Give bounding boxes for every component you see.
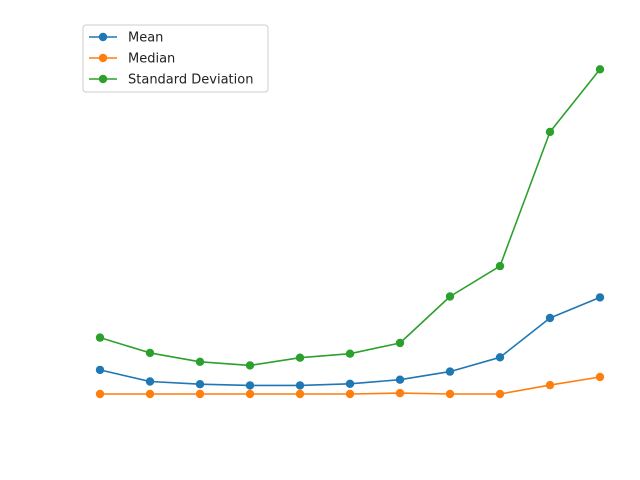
data-point-standard-deviation-3 [245,361,255,370]
series-line-standard-deviation [99,68,601,367]
series-layer [95,65,605,399]
data-point-mean-8 [495,353,505,362]
legend-swatch-marker [98,32,108,42]
data-point-median-9 [545,380,555,390]
legend-swatch-marker [98,53,108,63]
data-point-median-6 [395,388,405,398]
data-point-standard-deviation-8 [495,261,505,271]
data-point-mean-7 [445,367,455,376]
data-point-mean-3 [245,381,255,390]
data-point-median-8 [495,389,505,399]
legend: Mean Median Standard Deviation [82,24,269,93]
data-point-median-1 [145,389,155,399]
legend-label: Median [128,52,175,67]
data-point-standard-deviation-10 [595,65,605,74]
data-point-median-10 [595,372,605,382]
series-median [95,372,605,399]
data-point-median-4 [295,389,305,399]
data-point-mean-1 [145,377,155,386]
series-standard-deviation [95,65,605,370]
legend-label: Mean [128,31,163,46]
legend-swatch-marker [98,74,108,84]
data-point-mean-5 [345,379,355,388]
series-line-mean [99,296,601,387]
legend-entry-mean: Mean [89,31,163,46]
data-point-mean-9 [545,313,555,323]
data-point-median-2 [195,389,205,399]
data-point-standard-deviation-2 [195,357,205,366]
legend-entry-median: Median [89,52,175,67]
data-point-standard-deviation-4 [295,353,305,362]
data-point-standard-deviation-9 [545,127,555,137]
legend-label: Standard Deviation [128,73,253,88]
data-point-median-3 [245,389,255,399]
legend-entry-standard-deviation: Standard Deviation [89,73,253,88]
legend-frame [82,24,269,93]
data-point-median-7 [445,389,455,399]
data-point-mean-0 [95,365,105,375]
data-point-mean-4 [295,381,305,390]
data-point-median-0 [95,389,105,399]
data-point-mean-2 [195,380,205,389]
data-point-standard-deviation-0 [95,333,105,342]
data-point-standard-deviation-1 [145,348,155,358]
data-point-median-5 [345,389,355,399]
data-point-standard-deviation-5 [345,349,355,358]
data-point-standard-deviation-6 [395,338,405,348]
data-point-mean-6 [395,375,405,384]
data-point-mean-10 [595,293,605,302]
series-mean [95,293,605,390]
data-point-standard-deviation-7 [445,292,455,301]
legend-entries: Mean Median Standard Deviation [89,31,253,88]
